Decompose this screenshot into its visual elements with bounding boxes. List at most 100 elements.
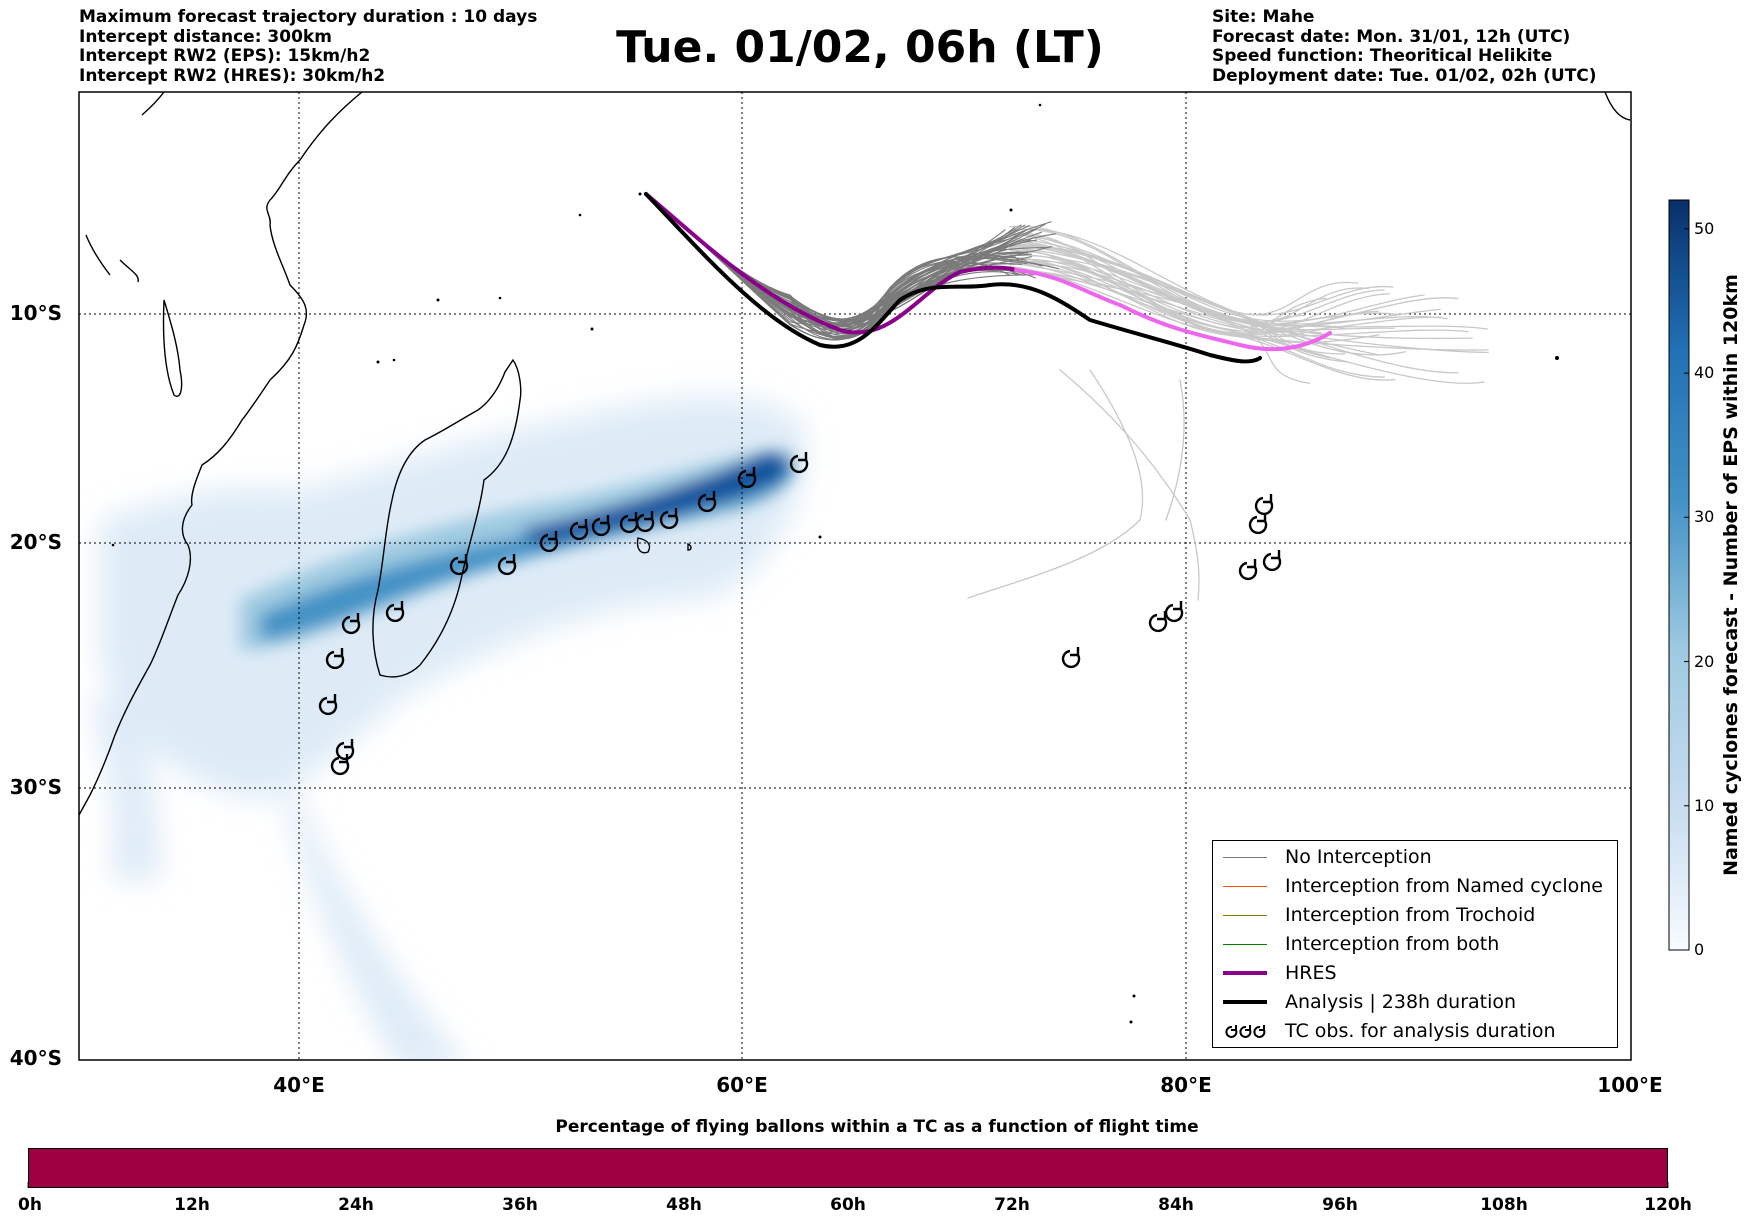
bottom-tick-label: 84h [1158, 1195, 1194, 1215]
tc-observation-marker [569, 519, 589, 541]
tc-observation-marker [737, 467, 757, 489]
header-line: Intercept RW2 (HRES): 30km/h2 [79, 65, 386, 86]
legend-swatch [1223, 1000, 1267, 1004]
lat-label: 40°S [9, 1046, 62, 1070]
colorbar-right-label: Named cyclones forecast - Number of EPS … [1716, 200, 1746, 950]
colorbar-tick-label: 10 [1694, 795, 1715, 815]
legend-item-trochoid: Interception from Trochoid [1223, 901, 1535, 929]
ensemble-track-extended [1009, 225, 1327, 324]
ensemble-track-extended [1059, 369, 1200, 601]
tc-observation-marker [385, 601, 405, 623]
tc-observation-marker [449, 554, 469, 576]
lon-label: 40°E [273, 1073, 325, 1097]
legend-label: Analysis | 238h duration [1285, 991, 1517, 1013]
lat-label: 10°S [9, 301, 62, 325]
bottom-percentage-bar [28, 1148, 1668, 1188]
bottom-tick-label: 96h [1322, 1195, 1358, 1215]
eps-density-field [90, 396, 806, 1060]
coastline [79, 92, 1631, 816]
ensemble-track-extended [1009, 228, 1459, 374]
ensemble-track-extended [1009, 228, 1489, 354]
tc-observation-marker [1262, 550, 1282, 572]
tc-observation-marker [325, 648, 345, 670]
tc-observation-marker [341, 613, 361, 635]
bottom-tick-label: 36h [502, 1195, 538, 1215]
ensemble-track-extended [1009, 232, 1401, 322]
tc-observation-marker [1238, 559, 1258, 581]
header-line: Site: Mahe [1212, 7, 1315, 27]
map-frame [78, 91, 1632, 1061]
ensemble-track-extended [1009, 261, 1386, 378]
legend-label: Interception from Named cyclone [1285, 875, 1603, 897]
ensemble-track-extended [1009, 244, 1407, 356]
ensemble-track-no-interception [645, 193, 1005, 325]
ensemble-track-extended [1009, 258, 1442, 333]
header-line: Intercept distance: 300km [79, 26, 332, 47]
ensemble-track-no-interception [645, 193, 1018, 338]
legend-item-named-cyclone: Interception from Named cyclone [1223, 872, 1603, 900]
bottom-tick-label: 48h [666, 1195, 702, 1215]
bottom-tick-label: 24h [338, 1195, 374, 1215]
lon-label: 60°E [716, 1073, 768, 1097]
trajectories [644, 192, 1489, 601]
colorbar-title: Named cyclones forecast - Number of EPS … [1720, 274, 1742, 876]
bottom-tick-label: 0h [18, 1195, 42, 1215]
bottom-tick-label: 12h [174, 1195, 210, 1215]
tc-obs-icon [1225, 1025, 1266, 1038]
tc-observation-marker [619, 512, 639, 534]
lon-label: 100°E [1597, 1073, 1663, 1097]
colorbar-tick-label: 50 [1694, 218, 1715, 238]
page-title: Tue. 01/02, 06h (LT) [616, 22, 1104, 73]
colorbar-right-ticks [1684, 228, 1689, 951]
lon-label: 80°E [1160, 1073, 1212, 1097]
ensemble-track-extended [967, 369, 1144, 599]
header-right: Site: Mahe Forecast date: Mon. 31/01, 12… [1212, 7, 1597, 86]
legend-item-tc-obs: TC obs. for analysis duration [1223, 1017, 1556, 1045]
ensemble-track-extended [1009, 262, 1330, 359]
colorbar-tick-label: 20 [1694, 651, 1715, 671]
bottom-bar-title: Percentage of flying ballons within a TC… [555, 1117, 1199, 1137]
header-line: Intercept RW2 (EPS): 15km/h2 [79, 46, 371, 66]
header-line: Deployment date: Tue. 01/02, 02h (UTC) [1212, 65, 1597, 86]
legend-swatch [1223, 885, 1267, 887]
tc-observation-marker [539, 531, 559, 553]
legend-item-hres: HRES [1223, 959, 1337, 987]
tc-observation-marker [330, 754, 350, 776]
legend-swatch [1223, 943, 1267, 945]
tc-observation-marker [591, 515, 611, 537]
ensemble-track-extended [1165, 379, 1185, 521]
hres-track [644, 192, 1018, 335]
colorbar-tick-label: 40 [1694, 363, 1715, 383]
lat-label: 20°S [9, 530, 62, 554]
bottom-tick-label: 60h [830, 1195, 866, 1215]
legend-swatch [1223, 914, 1267, 916]
tc-observation-marker [1254, 494, 1274, 516]
header-left: Maximum forecast trajectory duration : 1… [79, 7, 538, 86]
hres-track-late [1014, 268, 1332, 352]
tc-observation-marker [1248, 513, 1268, 535]
colorbar-tick-label: 30 [1694, 507, 1715, 527]
tc-observation-marker [1061, 647, 1081, 669]
ensemble-track-extended [1009, 267, 1369, 328]
analysis-track [644, 192, 1262, 364]
header-line: Speed function: Theoritical Helikite [1212, 46, 1553, 66]
tc-observation-marker [659, 508, 679, 530]
map-plot-area [79, 92, 1631, 1060]
legend-item-analysis: Analysis | 238h duration [1223, 988, 1516, 1016]
colorbar-tick-label: 0 [1694, 940, 1705, 959]
tc-observation-marker [789, 452, 809, 474]
legend-label: Interception from both [1285, 933, 1500, 955]
bottom-tick-label: 120h [1644, 1195, 1692, 1215]
header-line: Maximum forecast trajectory duration : 1… [79, 7, 538, 27]
tc-observation-marker [1164, 601, 1184, 623]
tc-observation-marker [697, 491, 717, 513]
legend-label: Interception from Trochoid [1285, 904, 1536, 926]
legend-swatch [1223, 971, 1267, 975]
colorbar-right [1668, 199, 1690, 951]
graticule [79, 92, 1631, 1060]
legend-item-no-interception: No Interception [1223, 843, 1432, 871]
tc-observation-marker [335, 739, 355, 761]
tc-observation-marker [318, 694, 338, 716]
ensemble-track-extended [1009, 234, 1346, 363]
